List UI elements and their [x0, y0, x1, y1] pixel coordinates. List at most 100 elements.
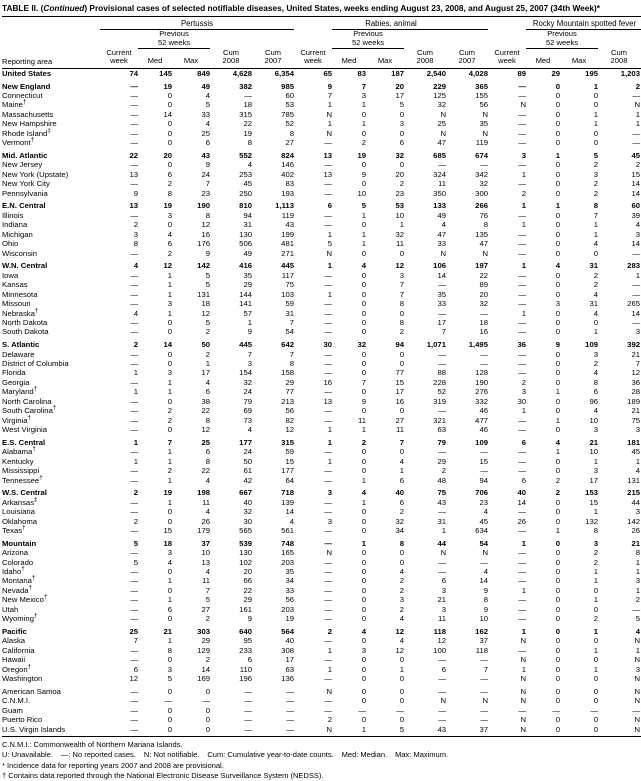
cell-rabies-cum-2007: 45: [479, 516, 488, 526]
cell-rabies-med: 0: [361, 557, 366, 567]
cell-rmsf-max: 2: [593, 188, 598, 198]
cell-pertussis-med: 1: [167, 447, 172, 457]
cell-rabies-med: 0: [361, 270, 366, 280]
group-title-row: Pertussis Rabies, animal Rocky Mountain …: [2, 19, 641, 28]
cell-rmsf-max: 0: [593, 128, 598, 138]
cell-pertussis-cum-2008: 94: [243, 210, 252, 220]
row-area-label: Massachusetts: [2, 109, 54, 119]
cell-rmsf-current-week: —: [518, 645, 526, 655]
cell-rmsf-current-week: 40: [517, 488, 526, 498]
cell-rmsf-cum-2008: 1: [635, 119, 640, 129]
cell-pertussis-current-week: 1: [133, 387, 138, 397]
cell-rabies-cum-2007: 89: [479, 280, 488, 290]
cell-rabies-max: 0: [399, 160, 404, 170]
cell-pertussis-cum-2008: 565: [239, 526, 252, 536]
cell-rabies-cum-2008: —: [438, 447, 446, 457]
row-area-label: New York City: [2, 179, 50, 189]
cell-pertussis-max: 0: [205, 724, 210, 734]
cell-pertussis-cum-2007: 193: [281, 188, 294, 198]
cell-rmsf-current-week: 6: [521, 475, 526, 485]
cell-rmsf-max: 6: [593, 387, 598, 397]
cell-rmsf-current-week: 1: [521, 626, 526, 636]
cell-rmsf-max: 96: [589, 396, 598, 406]
cell-rabies-max: 7: [399, 437, 404, 447]
cell-pertussis-med: 0: [167, 160, 172, 170]
cell-rmsf-cum-2008: 1: [635, 109, 640, 119]
cell-pertussis-cum-2008: 18: [243, 100, 252, 110]
row-area-label: Rhode Island‡: [2, 127, 51, 138]
row-area-label: North Dakota: [2, 317, 48, 327]
cell-rabies-max: 17: [395, 90, 404, 100]
cell-pertussis-med: 0: [167, 90, 172, 100]
cell-pertussis-med: 1: [167, 475, 172, 485]
cell-rabies-med: 1: [361, 425, 366, 435]
cell-rmsf-med: 0: [555, 119, 560, 129]
cell-pertussis-cum-2007: 15: [285, 456, 294, 466]
cell-rabies-current-week: —: [324, 358, 332, 368]
cell-pertussis-current-week: —: [130, 686, 138, 696]
footnote-marker: †: [21, 565, 25, 573]
previous-rule-rabies: [332, 47, 404, 50]
table-row: New York (Upstate) 13 6 24 253 402 13 9 20 324 342…: [2, 170, 641, 179]
cell-rmsf-current-week: —: [518, 210, 526, 220]
cell-rmsf-med: 0: [555, 109, 560, 119]
cell-pertussis-cum-2007: 83: [285, 179, 294, 189]
cell-rabies-current-week: 2: [327, 626, 332, 636]
table-row: W.N. Central 4 12 142 416 445 1 4 12 106 197 1 4 31 28…: [2, 261, 641, 270]
cell-pertussis-max: 4: [205, 475, 210, 485]
cell-pertussis-current-week: —: [130, 100, 138, 110]
row-area-label: Maine†: [2, 98, 27, 110]
row-area-label: California: [2, 645, 35, 655]
cell-pertussis-cum-2007: 4: [289, 516, 294, 526]
cell-rabies-max: 12: [395, 645, 404, 655]
row-area-label: Vermont†: [2, 136, 35, 148]
cell-pertussis-current-week: 13: [129, 201, 138, 211]
cell-pertussis-cum-2008: 73: [243, 415, 252, 425]
cell-pertussis-med: 0: [167, 715, 172, 725]
cell-rabies-max: 0: [399, 715, 404, 725]
cell-pertussis-med: 1: [167, 636, 172, 646]
cell-rabies-cum-2008: N: [440, 248, 446, 258]
cell-rabies-cum-2007: —: [480, 557, 488, 567]
caption-suffix: ) Provisional cases of selected notifiab…: [84, 3, 601, 13]
cell-rabies-current-week: —: [324, 188, 332, 198]
cell-pertussis-current-week: —: [130, 655, 138, 665]
row-area-label: West Virginia: [2, 425, 48, 435]
cell-pertussis-current-week: 4: [133, 308, 138, 318]
cell-pertussis-current-week: 74: [129, 68, 138, 78]
cell-rmsf-med: 0: [555, 239, 560, 249]
row-area-label: Kentucky: [2, 456, 34, 466]
cell-rmsf-med: 1: [555, 150, 560, 160]
cell-pertussis-max: 5: [205, 100, 210, 110]
previous-line1: Previous: [353, 29, 383, 38]
cell-rabies-current-week: —: [324, 210, 332, 220]
cell-rabies-current-week: N: [326, 109, 332, 119]
cell-rmsf-med: 0: [555, 220, 560, 230]
cell-rmsf-current-week: —: [518, 604, 526, 614]
cell-pertussis-cum-2007: 63: [285, 664, 294, 674]
cell-rmsf-cum-2008: 3: [635, 425, 640, 435]
cell-rabies-cum-2008: 2,540: [426, 68, 446, 78]
cell-rabies-cum-2007: 10: [479, 614, 488, 624]
cell-rabies-cum-2007: 706: [475, 488, 488, 498]
row-area-label: Virginia†: [2, 414, 31, 425]
cell-rmsf-current-week: —: [518, 280, 526, 290]
cell-pertussis-med: 145: [159, 68, 172, 78]
cell-pertussis-max: 2: [205, 349, 210, 359]
cell-pertussis-max: 12: [201, 220, 210, 230]
cell-pertussis-cum-2007: 27: [285, 138, 294, 148]
previous-label-row: Previous 52 weeks Previous 52 weeks Prev…: [2, 29, 641, 48]
cell-rabies-med: 19: [357, 150, 366, 160]
cell-pertussis-med: 0: [167, 705, 172, 715]
cell-rabies-max: 23: [395, 188, 404, 198]
cell-pertussis-med: 7: [167, 437, 172, 447]
footnote-marker: †: [52, 404, 57, 412]
row-area-label: Oklahoma: [2, 516, 38, 526]
row-area-label: American Samoa: [2, 686, 61, 696]
cell-pertussis-cum-2007: 31: [285, 308, 294, 318]
cell-pertussis-med: 0: [167, 516, 172, 526]
cell-pertussis-med: 1: [167, 595, 172, 605]
cell-rabies-med: 0: [361, 664, 366, 674]
